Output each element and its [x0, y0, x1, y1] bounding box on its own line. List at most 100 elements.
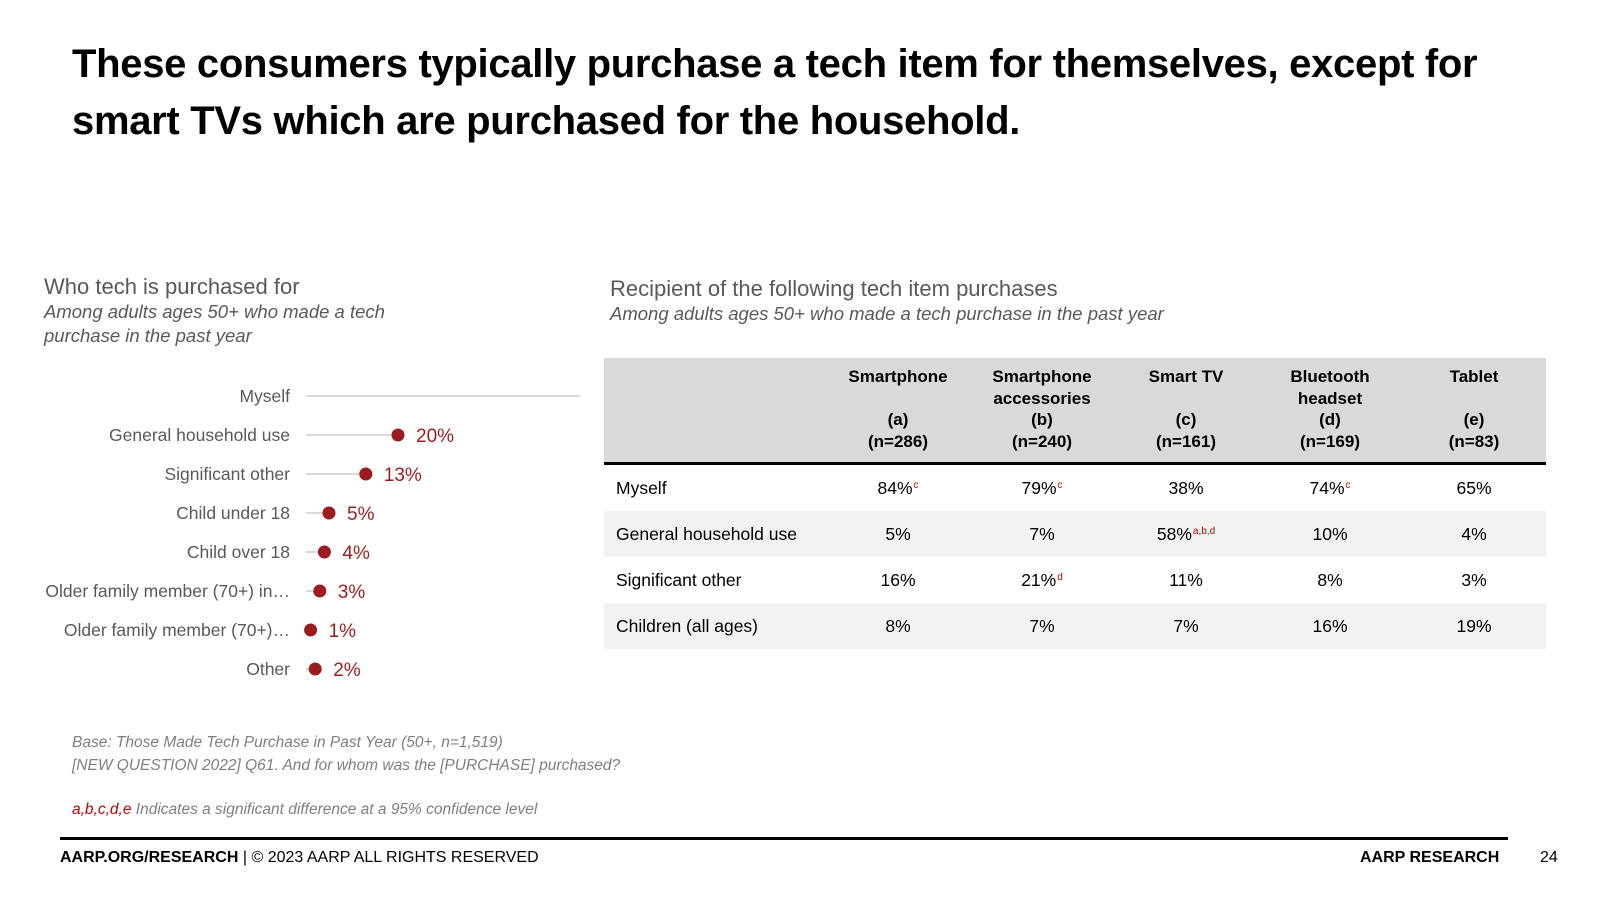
- lollipop-dot: [304, 623, 318, 637]
- footnote-question: [NEW QUESTION 2022] Q61. And for whom wa…: [72, 757, 621, 774]
- lollipop-chart: Myself69%General household use20%Signifi…: [45, 386, 580, 680]
- table-row: General household use 5% 7% 58%a,b,d 10% 4%: [604, 511, 1546, 557]
- category-label: Child under 18: [176, 503, 290, 523]
- category-label: Child over 18: [187, 542, 290, 562]
- significance-marker: d: [1057, 571, 1063, 583]
- table-cell: 4%: [1402, 511, 1546, 557]
- table-row: Myself 84%c 79%c 38% 74%c 65%: [604, 464, 1546, 512]
- column-letter: (e): [1463, 410, 1485, 429]
- footer-rights: | © 2023 AARP ALL RIGHTS RESERVED: [238, 849, 539, 866]
- footnote-base: Base: Those Made Tech Purchase in Past Y…: [72, 734, 503, 751]
- table-cell: 7%: [1114, 603, 1258, 649]
- chart-title: Who tech is purchased for: [44, 274, 300, 299]
- table-cell: 10%: [1258, 511, 1402, 557]
- cell-value: 19%: [1456, 615, 1492, 636]
- table-cell: 38%: [1114, 464, 1258, 512]
- column-letter: (c): [1175, 410, 1197, 429]
- significance-marker: c: [1345, 479, 1351, 491]
- recipient-table-container: Smartphone (a) (n=286) Smartphone accessori…: [604, 358, 1546, 649]
- column-name: Tablet: [1449, 367, 1499, 386]
- cell-value: 38%: [1168, 477, 1204, 498]
- column-n: (n=240): [1012, 431, 1072, 451]
- cell-value: 7%: [1173, 615, 1199, 636]
- header-empty-cell: [604, 358, 826, 465]
- significance-marker: c: [1057, 479, 1063, 491]
- value-label: 3%: [338, 582, 366, 603]
- row-label: General household use: [604, 511, 826, 557]
- cell-value: 58%: [1156, 523, 1192, 544]
- cell-value: 84%: [877, 477, 913, 498]
- column-n: (n=83): [1448, 431, 1500, 451]
- table-cell: 58%a,b,d: [1114, 511, 1258, 557]
- table-cell: 16%: [826, 557, 970, 603]
- sig-letters: a,b,c,d,e: [72, 801, 132, 818]
- cell-value: 11%: [1169, 569, 1203, 590]
- value-label: 13%: [384, 465, 422, 486]
- footer-divider: [60, 837, 1508, 840]
- table-cell: 74%c: [1258, 464, 1402, 512]
- row-label: Myself: [616, 477, 667, 498]
- table-cell: 16%: [1258, 603, 1402, 649]
- table-cell: 79%c: [970, 464, 1114, 512]
- column-name: Smartphone: [848, 367, 948, 386]
- cell-value: 10%: [1312, 523, 1348, 544]
- footnote-significance: a,b,c,d,e Indicates a significant differ…: [72, 801, 537, 819]
- category-label: Other: [246, 659, 290, 679]
- category-label: General household use: [109, 425, 290, 445]
- column-header: Smartphone accessories (b) (n=240): [970, 358, 1114, 465]
- table-cell: 65%: [1402, 464, 1546, 512]
- cell-value: 7%: [1029, 523, 1055, 544]
- table-cell: 8%: [826, 603, 970, 649]
- cell-value: 8%: [885, 615, 911, 636]
- table-cell: 7%: [970, 511, 1114, 557]
- lollipop-dot: [308, 662, 322, 676]
- column-letter: (d): [1319, 410, 1341, 429]
- table-cell: 19%: [1402, 603, 1546, 649]
- column-n: (n=286): [868, 431, 928, 451]
- table-cell: 11%: [1114, 557, 1258, 603]
- table-header: Smartphone (a) (n=286) Smartphone accessori…: [604, 358, 1546, 465]
- cell-value: 3%: [1461, 569, 1487, 590]
- value-label: 1%: [329, 621, 357, 642]
- cell-value: 16%: [880, 569, 916, 590]
- column-n: (n=169): [1300, 431, 1360, 451]
- table-row: Significant other 16% 21%d 11% 8% 3%: [604, 557, 1546, 603]
- row-label: Children (all ages): [604, 603, 826, 649]
- category-label: Myself: [239, 386, 290, 406]
- column-letter: (b): [1031, 410, 1053, 429]
- column-n: (n=161): [1156, 431, 1216, 451]
- table-cell: 84%c: [826, 464, 970, 512]
- value-label: 5%: [347, 504, 375, 525]
- cell-value: 74%: [1309, 477, 1345, 498]
- lollipop-dot: [322, 506, 336, 520]
- table-header-row: Smartphone (a) (n=286) Smartphone accessori…: [604, 358, 1546, 465]
- cell-value: 7%: [1029, 615, 1055, 636]
- column-header: Smartphone (a) (n=286): [826, 358, 970, 465]
- cell-value: 21%: [1021, 569, 1057, 590]
- page-number: 24: [1540, 849, 1558, 866]
- category-label: Older family member (70+) in…: [45, 581, 290, 601]
- value-label: 2%: [333, 660, 361, 680]
- lollipop-dot: [359, 467, 373, 481]
- column-name: Smartphone accessories: [992, 367, 1092, 408]
- column-header: Bluetooth headset (d) (n=169): [1258, 358, 1402, 465]
- significance-marker: a,b,d: [1192, 525, 1216, 537]
- recipient-table: Smartphone (a) (n=286) Smartphone accessori…: [604, 358, 1546, 649]
- footer-copyright: AARP.ORG/RESEARCH | © 2023 AARP ALL RIGH…: [60, 849, 539, 867]
- column-name: Bluetooth headset: [1290, 367, 1370, 408]
- table-cell: 3%: [1402, 557, 1546, 603]
- column-letter: (a): [887, 410, 909, 429]
- chart-subtitle: Among adults ages 50+ who made a tech pu…: [44, 301, 385, 346]
- footer-site: AARP.ORG/RESEARCH: [60, 849, 239, 866]
- row-label: Significant other: [616, 569, 742, 590]
- cell-value: 79%: [1021, 477, 1057, 498]
- cell-value: 16%: [1312, 615, 1348, 636]
- value-label: 20%: [416, 426, 454, 447]
- sig-text: Indicates a significant difference at a …: [131, 801, 538, 818]
- lollipop-dot: [313, 584, 327, 598]
- table-cell: 7%: [970, 603, 1114, 649]
- table-title: Recipient of the following tech item pur…: [610, 276, 1058, 301]
- column-name: Smart TV: [1148, 367, 1224, 386]
- category-label: Significant other: [165, 464, 291, 484]
- lollipop-dot: [317, 545, 331, 559]
